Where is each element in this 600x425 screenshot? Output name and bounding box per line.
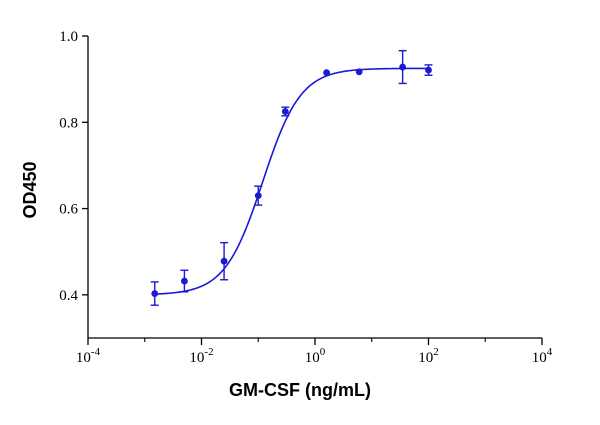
x-tick-label: 100 xyxy=(305,346,326,366)
y-tick-label: 0.8 xyxy=(59,115,78,131)
data-point xyxy=(323,69,330,77)
data-point-group xyxy=(355,68,363,76)
data-point xyxy=(425,66,432,74)
x-tick-label: 104 xyxy=(532,346,553,366)
data-point xyxy=(281,108,289,115)
fit-layer xyxy=(154,67,429,295)
data-point xyxy=(220,257,228,265)
data-point xyxy=(181,277,188,285)
data-point xyxy=(399,63,407,71)
axes xyxy=(82,35,543,345)
x-tick-label: 10-2 xyxy=(189,346,213,366)
data-point xyxy=(151,290,159,297)
y-tick-label: 0.4 xyxy=(59,288,78,304)
data-point-group xyxy=(398,49,407,85)
data-point-group xyxy=(150,281,159,306)
x-tick-label: 102 xyxy=(418,346,439,366)
data-point xyxy=(355,68,363,76)
data-point-group xyxy=(220,241,229,281)
x-tick-label: 10-4 xyxy=(76,346,101,366)
data-point-group xyxy=(254,185,263,206)
points-layer xyxy=(150,49,433,306)
y-tick-label: 1.0 xyxy=(59,29,78,45)
tick-labels: 0.4 0.6 0.8 1.0 10-4 10-2 100 102 104 xyxy=(59,29,553,366)
data-point xyxy=(254,192,262,200)
y-tick-label: 0.6 xyxy=(59,202,78,218)
x-axis-title: GM-CSF (ng/mL) xyxy=(229,380,371,400)
fit-curve xyxy=(154,67,429,295)
data-point-group xyxy=(281,106,290,117)
data-point-group xyxy=(180,269,189,293)
y-axis-title: OD450 xyxy=(20,161,40,218)
data-point-group xyxy=(424,64,433,76)
data-point-group xyxy=(323,69,330,77)
